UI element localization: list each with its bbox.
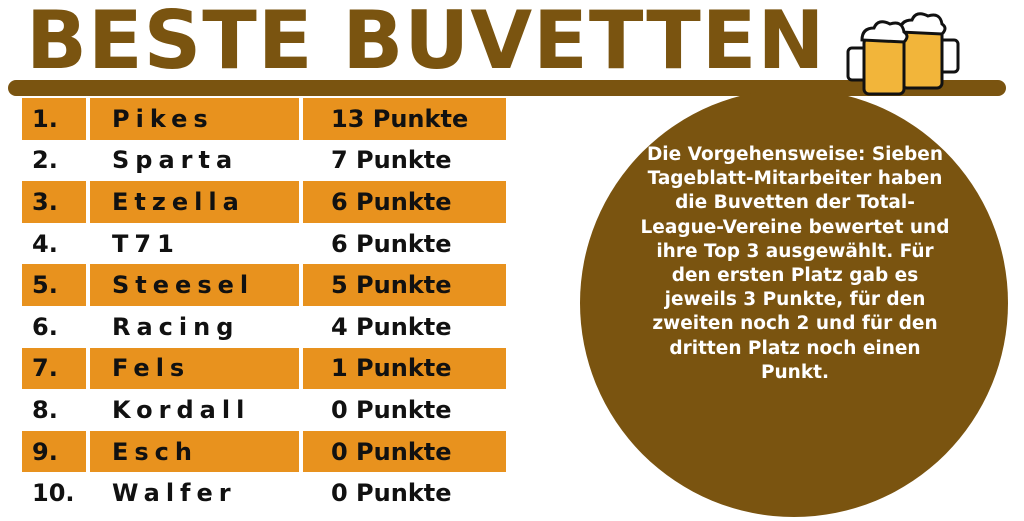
rank-cell: 8. xyxy=(32,395,58,424)
club-cell: Sparta xyxy=(112,146,239,175)
table-row: 5. Steesel 5 Punkte xyxy=(22,264,506,306)
beer-mugs-icon xyxy=(846,12,960,96)
club-cell: Etzella xyxy=(90,181,299,223)
beer-mug-front xyxy=(846,20,909,96)
rank-cell: 5. xyxy=(22,264,86,306)
points-cell: 13 Punkte xyxy=(303,98,506,140)
table-row: 4. T71 6 Punkte xyxy=(22,223,506,265)
points-cell: 6 Punkte xyxy=(331,229,452,258)
club-cell: Steesel xyxy=(90,264,299,306)
table-row: 9. Esch 0 Punkte xyxy=(22,430,506,473)
method-note: Die Vorgehensweise: Sieben Tageblatt-Mit… xyxy=(640,144,950,383)
table-row: 1. Pikes 13 Punkte xyxy=(22,98,506,140)
club-cell: Esch xyxy=(90,430,299,473)
points-cell: 0 Punkte xyxy=(331,395,452,424)
points-cell: 6 Punkte xyxy=(303,181,506,223)
points-cell: 7 Punkte xyxy=(331,146,452,175)
points-cell: 0 Punkte xyxy=(303,430,506,473)
club-cell: Walfer xyxy=(112,479,237,508)
table-row: 8. Kordall 0 Punkte xyxy=(22,389,506,431)
table-row: 6. Racing 4 Punkte xyxy=(22,306,506,348)
rank-cell: 3. xyxy=(22,181,86,223)
rank-cell: 9. xyxy=(22,430,86,473)
table-row: 3. Etzella 6 Punkte xyxy=(22,181,506,223)
method-circle xyxy=(580,89,1008,517)
rank-cell: 1. xyxy=(22,98,86,140)
points-cell: 4 Punkte xyxy=(331,312,452,341)
rank-cell: 2. xyxy=(32,146,58,175)
club-cell: Pikes xyxy=(90,98,299,140)
rank-cell: 6. xyxy=(32,312,58,341)
table-row: 7. Fels 1 Punkte xyxy=(22,347,506,390)
club-cell: T71 xyxy=(112,229,180,258)
ranking-table: 1. Pikes 13 Punkte 2. Sparta 7 Punkte 3. Etzell… xyxy=(22,98,506,514)
club-cell: Fels xyxy=(90,347,299,390)
table-row: 10. Walfer 0 Punkte xyxy=(22,472,506,514)
beer-mug-back xyxy=(898,12,960,90)
club-cell: Racing xyxy=(112,312,240,341)
points-cell: 5 Punkte xyxy=(303,264,506,306)
page-title: BESTE BUVETTEN xyxy=(26,0,826,87)
points-cell: 1 Punkte xyxy=(303,347,506,390)
table-row: 2. Sparta 7 Punkte xyxy=(22,140,506,182)
rank-cell: 10. xyxy=(32,479,75,508)
club-cell: Kordall xyxy=(112,395,251,424)
rank-cell: 4. xyxy=(32,229,58,258)
rank-cell: 7. xyxy=(22,347,86,390)
points-cell: 0 Punkte xyxy=(331,479,452,508)
